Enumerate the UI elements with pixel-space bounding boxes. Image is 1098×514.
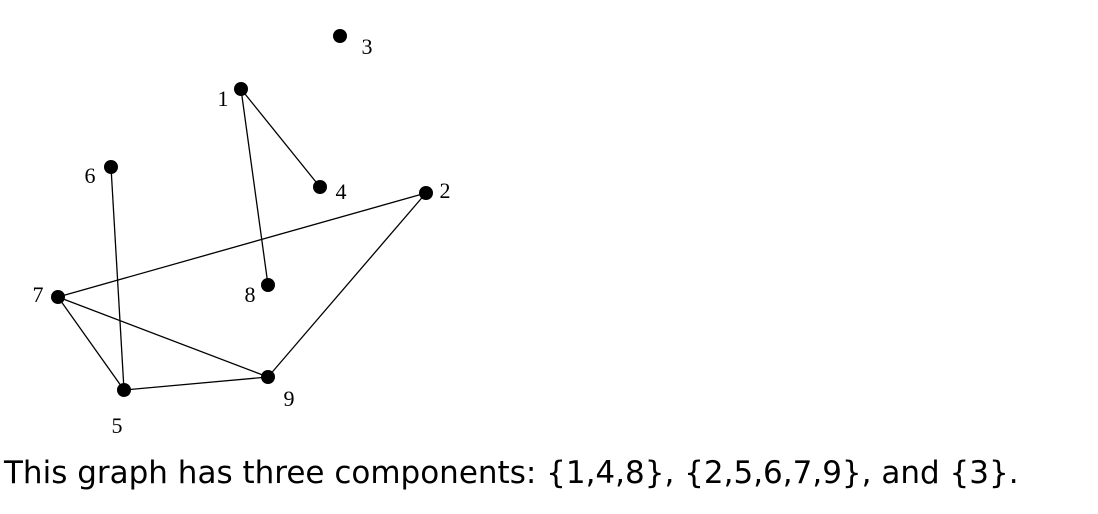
edge-7-2 (57, 192, 427, 298)
node-label-5: 5 (112, 413, 123, 438)
node-2 (419, 186, 433, 200)
node-8 (261, 278, 275, 292)
node-3 (333, 29, 347, 43)
edge-5-9 (123, 376, 269, 391)
edge-7-5 (57, 296, 125, 391)
caption: This graph has three components: {1,4,8}… (4, 455, 1019, 491)
edge-7-9 (57, 296, 269, 378)
node-label-8: 8 (245, 282, 256, 307)
node-label-4: 4 (336, 179, 347, 204)
node-label-3: 3 (362, 34, 373, 59)
node-labels: 1 2 3 4 5 6 7 8 9 (33, 34, 451, 438)
node-4 (313, 180, 327, 194)
edge-9-2 (267, 192, 427, 378)
node-5 (117, 383, 131, 397)
graph-diagram: 1 2 3 4 5 6 7 8 9 (33, 29, 451, 438)
node-label-1: 1 (218, 86, 229, 111)
node-9 (261, 370, 275, 384)
node-label-6: 6 (85, 163, 96, 188)
edges (57, 88, 427, 391)
nodes (51, 29, 433, 397)
node-label-2: 2 (440, 178, 451, 203)
node-7 (51, 290, 65, 304)
edge-1-4 (240, 88, 321, 188)
edge-1-8 (240, 88, 269, 286)
node-label-9: 9 (284, 386, 295, 411)
edge-6-5 (110, 166, 125, 391)
node-label-7: 7 (33, 282, 44, 307)
node-1 (234, 82, 248, 96)
node-6 (104, 160, 118, 174)
